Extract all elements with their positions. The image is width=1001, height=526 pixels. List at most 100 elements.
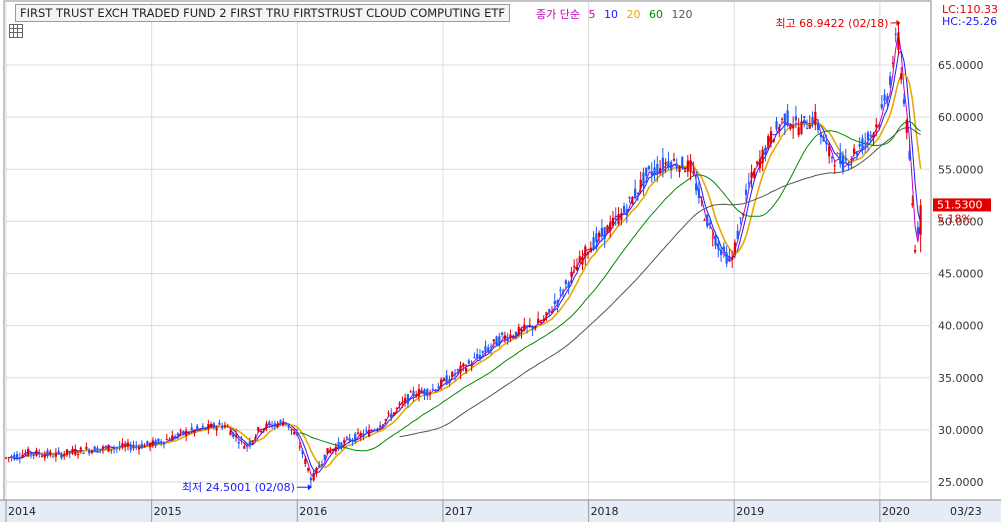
candle-body	[4, 457, 8, 459]
candle-body	[578, 256, 581, 263]
candle-body	[828, 146, 831, 157]
candle-body	[484, 346, 487, 353]
x-tick-label: 2015	[154, 505, 182, 518]
candle-body	[88, 449, 91, 454]
candle-body	[908, 150, 911, 160]
candle-body	[889, 76, 892, 85]
candle-body	[520, 328, 523, 332]
candle-body	[110, 449, 113, 451]
candle-body	[18, 457, 21, 459]
candle-body	[816, 122, 820, 130]
candle-body	[234, 434, 238, 437]
candle-body	[101, 446, 105, 449]
candle-body	[367, 429, 371, 437]
candle-body	[395, 408, 398, 410]
candle-body	[295, 433, 299, 436]
candle-body	[645, 167, 648, 177]
candle-body	[470, 364, 473, 367]
y-tick-label: 65.0000	[938, 59, 984, 72]
candle-body	[567, 282, 570, 288]
candle-body	[545, 312, 548, 317]
candle-body	[473, 357, 476, 359]
high-arrow-head	[896, 19, 901, 26]
candle-body	[27, 448, 30, 456]
candle-body	[140, 443, 143, 449]
candle-body	[913, 249, 917, 253]
candle-body	[916, 227, 919, 235]
candle-body	[512, 337, 515, 339]
candle-body	[800, 121, 803, 134]
candle-body	[248, 441, 252, 446]
candle-body	[417, 388, 421, 397]
candle-body	[49, 451, 52, 455]
candle-body	[415, 395, 418, 398]
candle-body	[437, 386, 440, 389]
candle-body	[43, 454, 46, 458]
y-tick-label: 45.0000	[938, 268, 984, 281]
candle-body	[822, 136, 825, 142]
candle-body	[789, 126, 792, 129]
candle-body	[501, 332, 504, 335]
candle-body	[658, 168, 662, 173]
candle-body	[243, 446, 246, 449]
candle-body	[229, 430, 232, 436]
candle-body	[373, 429, 376, 431]
candle-body	[154, 440, 157, 446]
candle-body	[686, 160, 689, 172]
candle-body	[750, 171, 753, 179]
y-tick-label: 40.0000	[938, 320, 984, 333]
candle-body	[564, 280, 567, 284]
legend-ma-60: 60	[648, 8, 663, 21]
candle-body	[304, 458, 307, 464]
candle-body	[129, 446, 132, 450]
candle-body	[63, 454, 66, 456]
y-tick-label: 60.0000	[938, 111, 984, 124]
candle-body	[431, 388, 434, 390]
candle-body	[124, 445, 127, 447]
candle-body	[265, 423, 268, 429]
candle-body	[290, 429, 293, 431]
lc-hc-box: LC:110.33 HC:-25.26	[942, 4, 998, 28]
candle-body	[542, 319, 545, 322]
candle-body	[309, 478, 312, 481]
current-price-box	[933, 198, 991, 212]
candle-body	[99, 448, 102, 450]
candle-body	[883, 94, 886, 101]
candle-body	[573, 266, 576, 268]
candle-body	[911, 203, 914, 206]
candle-body	[617, 214, 620, 224]
candle-body	[794, 116, 798, 121]
candle-body	[348, 438, 351, 442]
candle-body	[104, 446, 107, 448]
candle-body	[744, 189, 748, 195]
candle-body	[176, 433, 179, 436]
candle-body	[758, 159, 761, 169]
candle-body	[151, 440, 154, 446]
candle-body	[179, 430, 182, 432]
candle-body	[528, 324, 531, 326]
legend-ma-10: 10	[603, 8, 618, 21]
table-icon[interactable]	[9, 24, 23, 38]
candle-body	[850, 158, 853, 160]
candle-body	[692, 171, 695, 174]
candle-body	[498, 336, 501, 346]
candle-body	[833, 165, 836, 167]
candle-body	[251, 440, 254, 443]
candle-body	[284, 422, 288, 424]
candle-body	[65, 449, 69, 456]
candle-body	[381, 424, 385, 426]
candle-body	[492, 339, 495, 342]
candle-body	[301, 450, 304, 455]
candle-body	[589, 247, 592, 253]
candle-body	[719, 249, 723, 255]
candle-body	[703, 219, 706, 221]
candle-body	[318, 465, 321, 468]
candle-body	[570, 271, 573, 277]
candle-body	[85, 446, 88, 450]
candle-body	[60, 453, 63, 459]
candle-body	[844, 158, 847, 161]
candle-body	[836, 153, 839, 155]
candle-body	[262, 428, 265, 431]
candle-body	[905, 119, 908, 133]
